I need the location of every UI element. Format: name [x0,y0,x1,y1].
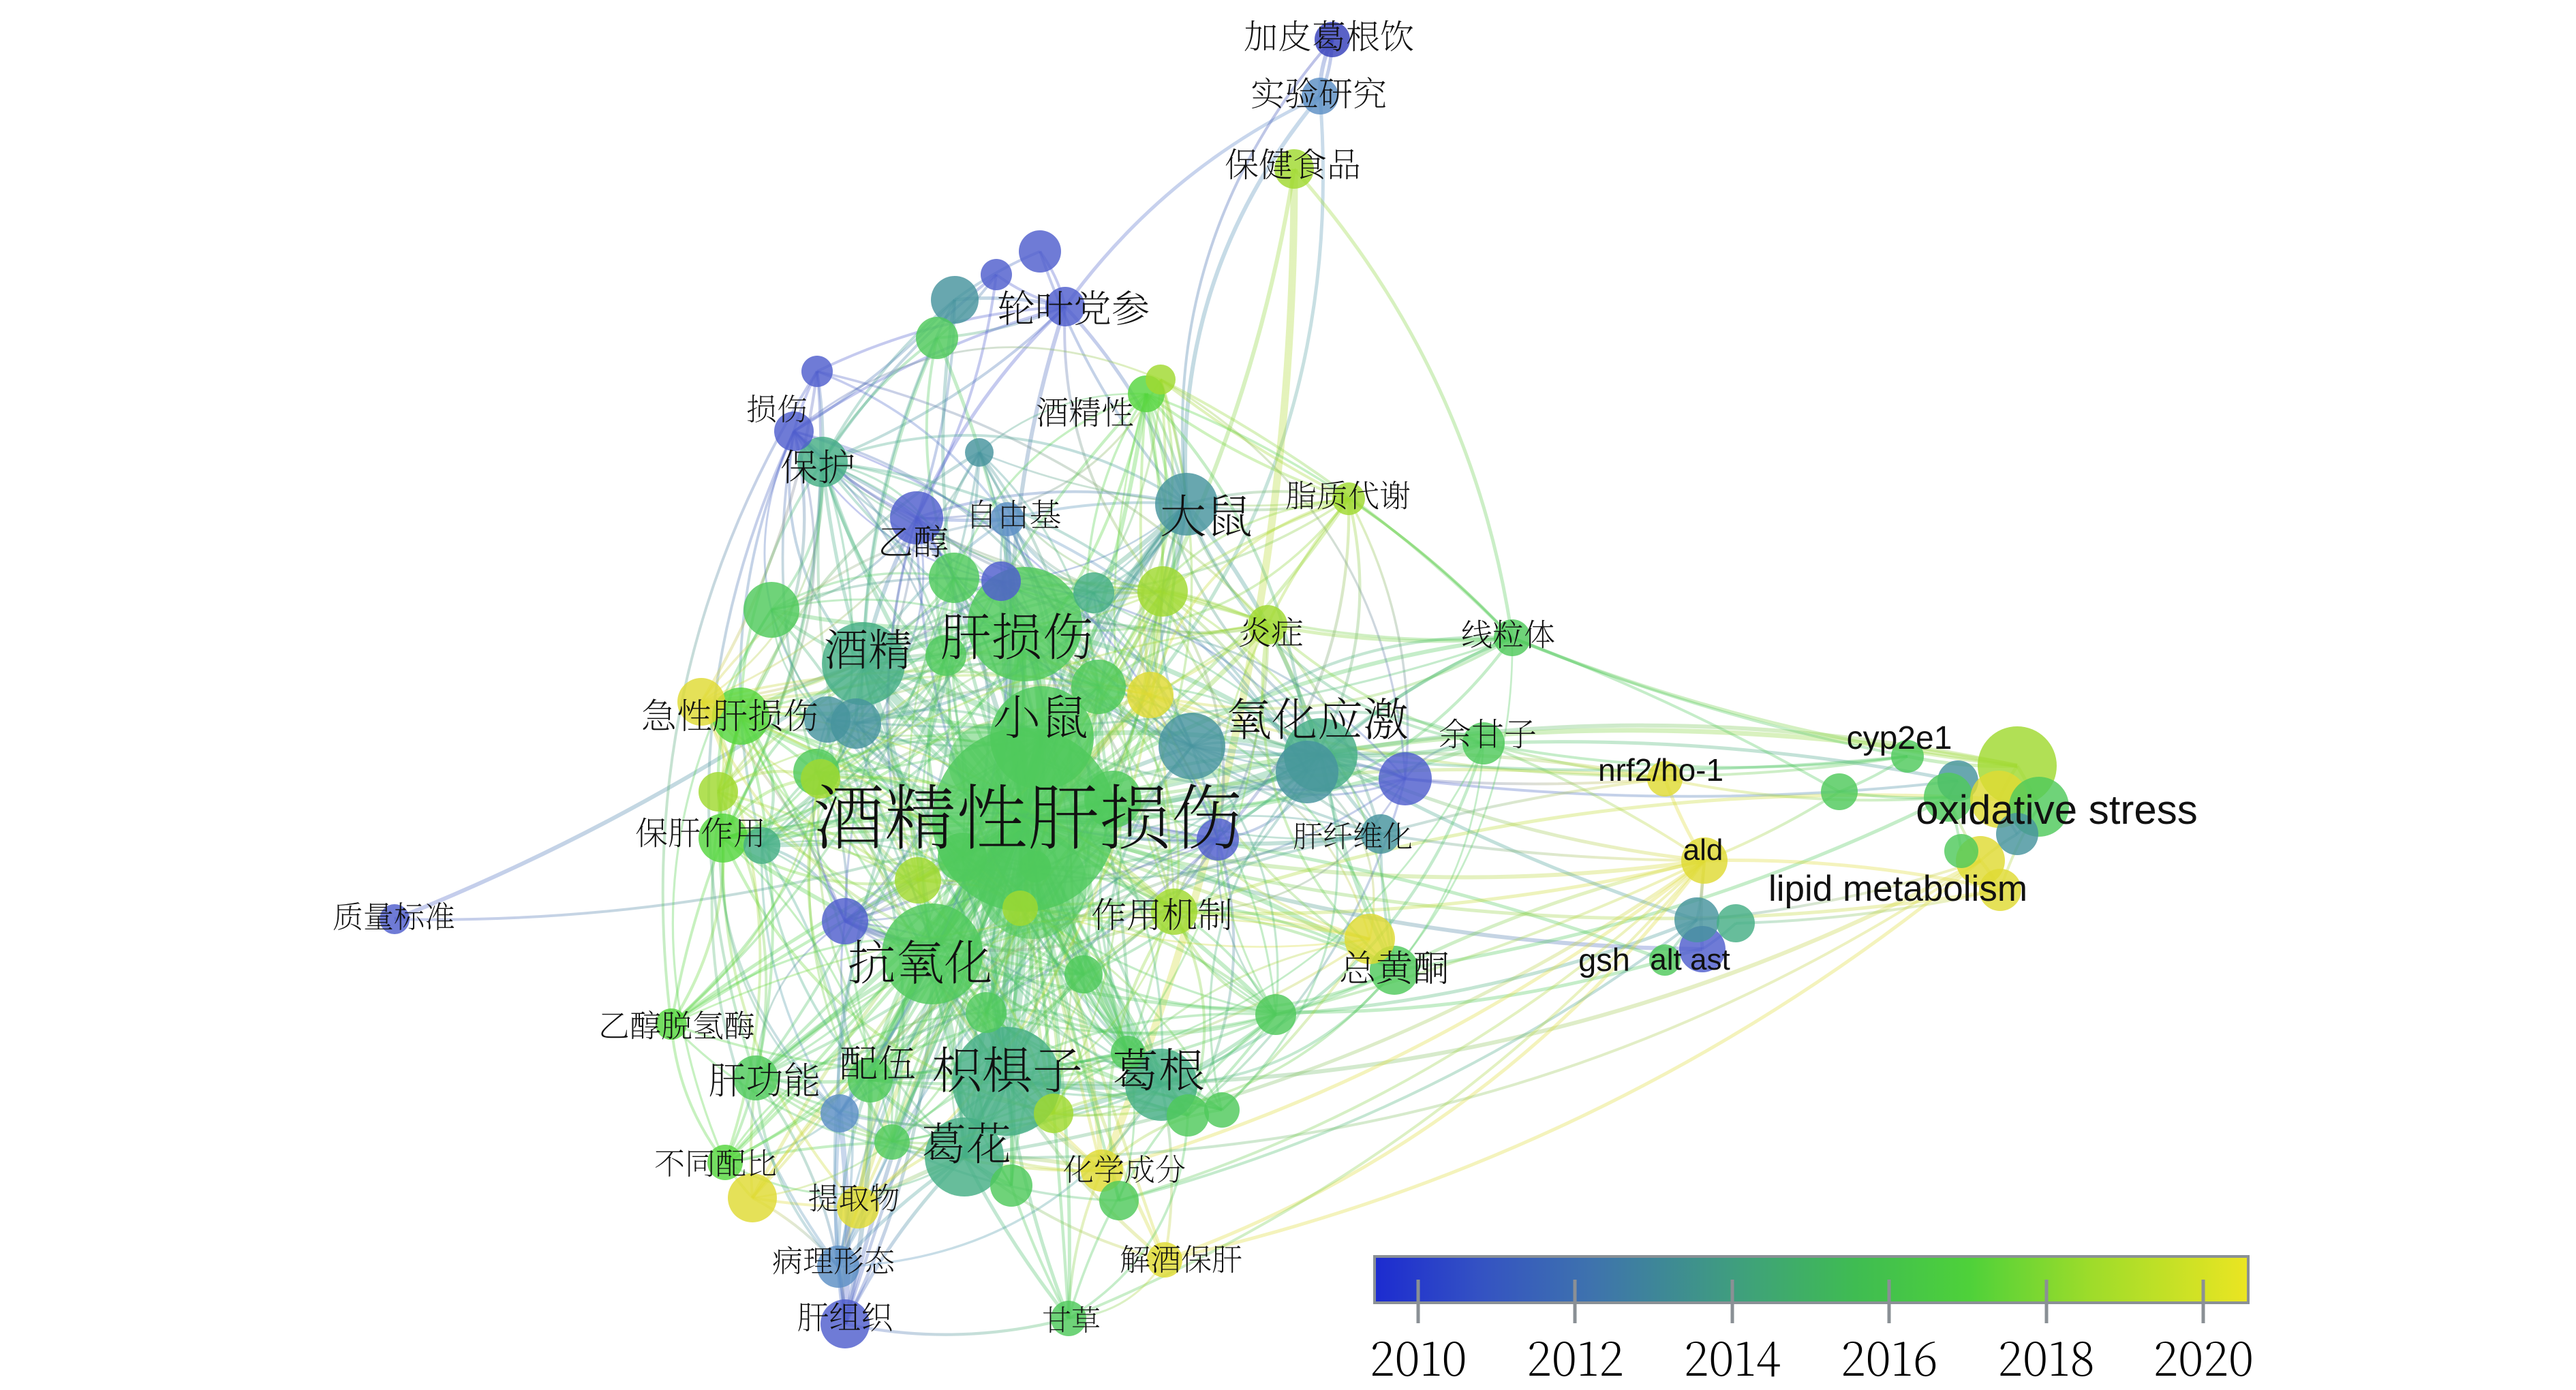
svg-text:gsh: gsh [1578,942,1630,978]
svg-text:cyp2e1: cyp2e1 [1847,720,1952,756]
svg-text:nrf2/ho-1: nrf2/ho-1 [1598,752,1723,788]
svg-text:lipid metabolism: lipid metabolism [1768,869,2027,909]
svg-text:oxidative stress: oxidative stress [1916,787,2198,833]
svg-text:ald: ald [1683,833,1723,867]
svg-text:alt ast: alt ast [1650,943,1730,976]
